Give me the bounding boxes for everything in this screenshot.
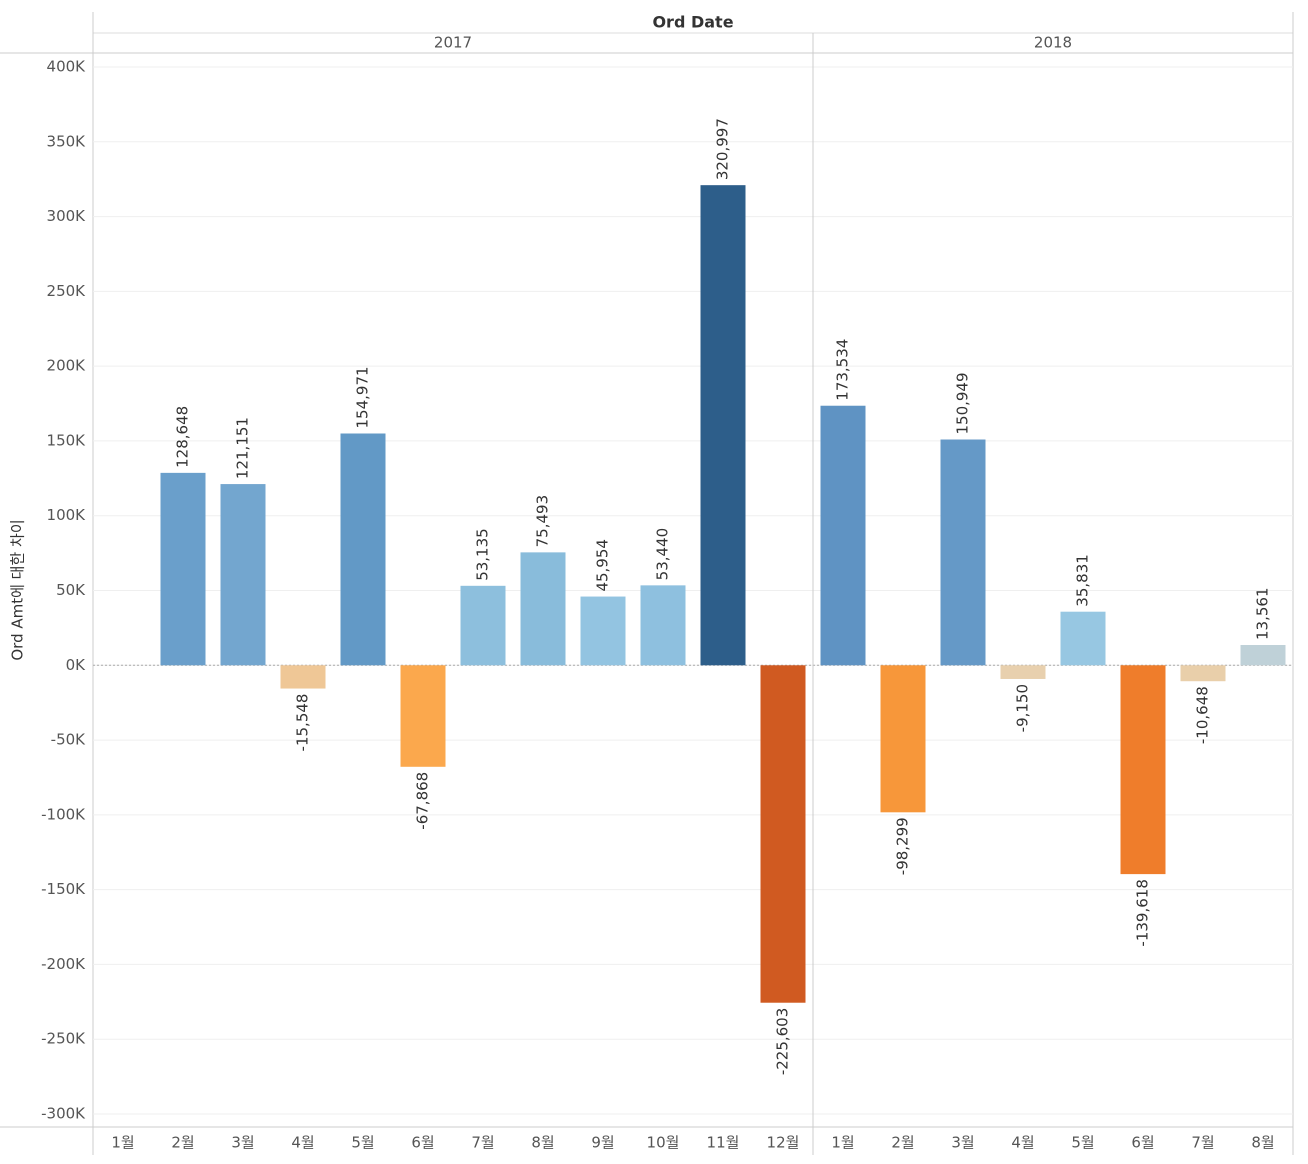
y-tick-label: 100K [47,506,87,524]
chart-title: Ord Date [652,13,733,32]
x-tick-label: 11월 [707,1134,740,1152]
x-tick-label: 6월 [1131,1134,1154,1152]
y-tick-label: 400K [47,58,87,76]
value-label: -139,618 [1134,879,1152,946]
bar [1180,665,1226,682]
value-label: 13,561 [1254,588,1272,641]
x-tick-label: 8월 [531,1134,554,1152]
value-label: -98,299 [894,817,912,875]
bar [580,596,626,666]
value-label: 53,135 [474,528,492,581]
y-tick-label: -150K [41,880,86,898]
y-tick-label: -300K [41,1105,86,1123]
year-label: 2017 [434,34,472,52]
bar [1060,611,1106,666]
x-tick-label: 6월 [411,1134,434,1152]
value-label: -67,868 [414,772,432,830]
value-label: 128,648 [174,406,192,468]
value-label: 53,440 [654,528,672,581]
bar [880,665,926,813]
bar [400,665,446,767]
bar [820,405,866,666]
y-tick-label: 250K [47,282,87,300]
x-tick-label: 3월 [951,1134,974,1152]
bar [1120,665,1166,875]
x-tick-label: 5월 [1071,1134,1094,1152]
x-tick-label: 7월 [471,1134,494,1152]
y-tick-label: 200K [47,357,87,375]
y-axis-label: Ord Amt에 대한 차이 [9,519,27,660]
bar [700,185,746,666]
bar [520,552,566,666]
y-tick-label: 0K [66,656,87,674]
x-tick-label: 5월 [351,1134,374,1152]
y-tick-label: 50K [56,581,86,599]
x-tick-label: 1월 [111,1134,134,1152]
value-label: 121,151 [234,417,252,479]
value-label: -225,603 [774,1008,792,1075]
y-tick-label: 300K [47,207,87,225]
x-tick-label: 9월 [591,1134,614,1152]
x-tick-label: 2월 [891,1134,914,1152]
x-tick-label: 10월 [647,1134,680,1152]
bar [460,585,506,666]
y-tick-label: 350K [47,132,87,150]
x-tick-label: 1월 [831,1134,854,1152]
bar [1000,665,1046,679]
y-tick-label: -250K [41,1030,86,1048]
x-tick-label: 8월 [1251,1134,1274,1152]
value-label: 45,954 [594,539,612,592]
bar [940,439,986,666]
bar [160,472,206,666]
x-tick-label: 2월 [171,1134,194,1152]
value-label: -9,150 [1014,684,1032,732]
bar [760,665,806,1003]
y-tick-label: -50K [51,731,86,749]
bar [280,665,326,689]
x-tick-label: 3월 [231,1134,254,1152]
x-tick-label: 4월 [1011,1134,1034,1152]
value-label: 154,971 [354,366,372,428]
value-label: 320,997 [714,118,732,180]
value-label: -15,548 [294,694,312,752]
bar [340,433,386,666]
bar [640,585,686,666]
value-label: -10,648 [1194,686,1212,744]
bar [1240,645,1286,666]
value-label: 75,493 [534,495,552,548]
year-label: 2018 [1034,34,1072,52]
bar [220,484,266,666]
x-tick-label: 4월 [291,1134,314,1152]
value-label: 35,831 [1074,554,1092,607]
y-tick-label: 150K [47,431,87,449]
value-label: 150,949 [954,372,972,434]
x-tick-label: 12월 [767,1134,800,1152]
y-tick-label: -200K [41,955,86,973]
x-tick-label: 7월 [1191,1134,1214,1152]
y-tick-label: -100K [41,805,86,823]
value-label: 173,534 [834,339,852,401]
